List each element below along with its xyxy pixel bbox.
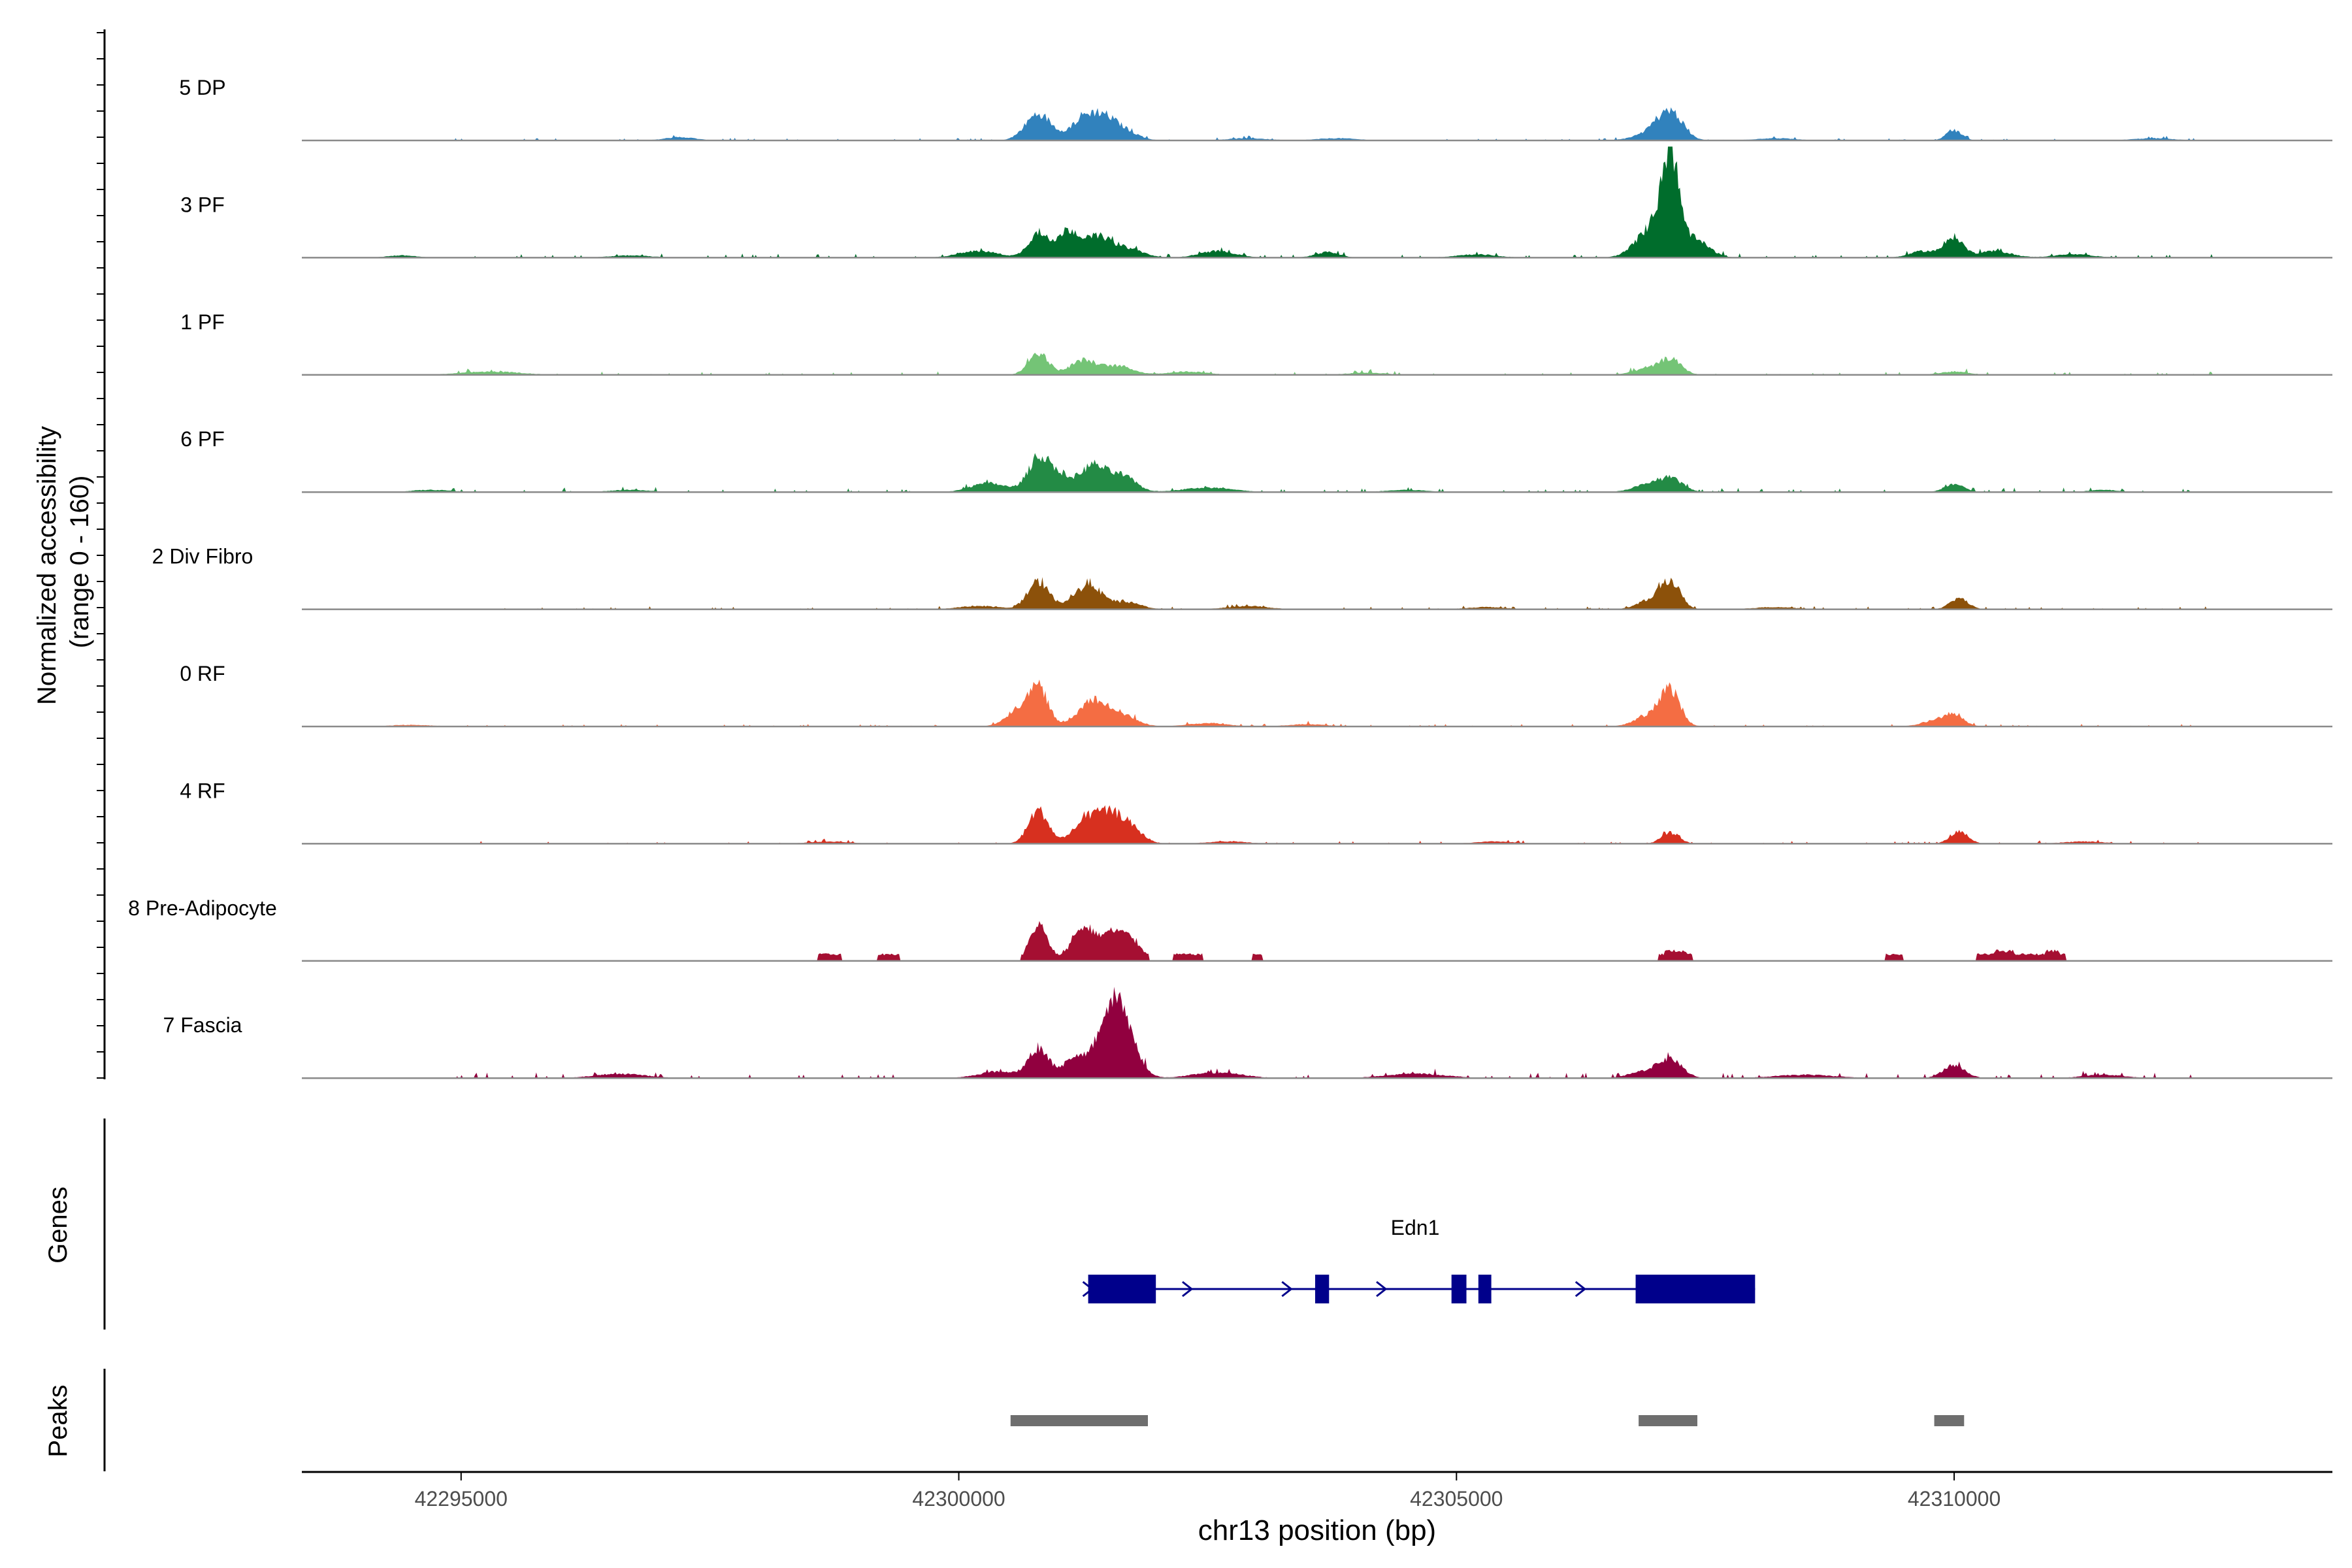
strand-arrow: [1376, 1281, 1388, 1298]
coverage-track: 4 RF: [180, 779, 2332, 845]
coverage-track: 2 Div Fibro: [152, 545, 2332, 610]
gene-name-label: Edn1: [1391, 1216, 1440, 1239]
gene-model: Edn1: [1082, 1216, 1756, 1303]
coverage-track: 6 PF: [180, 427, 2332, 493]
x-tick-label: 42305000: [1410, 1487, 1503, 1511]
coverage-area: [302, 987, 2332, 1079]
x-tick-label: 42310000: [1908, 1487, 2001, 1511]
peak-region: [1934, 1415, 1965, 1426]
gene-exon: [1635, 1275, 1756, 1303]
x-tick-label: 42295000: [415, 1487, 508, 1511]
track-label: 4 RF: [180, 779, 225, 802]
coverage-area: [302, 453, 2332, 493]
x-ticks: 42295000 42300000 42305000 42310000: [415, 1472, 2001, 1511]
coverage-track: 5 DP: [179, 76, 2332, 142]
y-label-line2: (range 0 - 160): [65, 476, 94, 649]
gene-exon: [1451, 1275, 1467, 1303]
peaks-track-label: Peaks: [44, 1384, 73, 1457]
track-label: 5 DP: [179, 76, 225, 99]
track-label: 2 Div Fibro: [152, 545, 253, 568]
coverage-track: 3 PF: [180, 146, 2332, 259]
gene-exon: [1088, 1275, 1156, 1303]
x-tick-label: 42300000: [912, 1487, 1005, 1511]
strand-arrow: [1182, 1281, 1194, 1298]
genes-track-label: Genes: [44, 1186, 73, 1264]
peak-regions: [1010, 1415, 1965, 1426]
peak-region: [1010, 1415, 1148, 1426]
strand-arrow: [1575, 1281, 1587, 1298]
track-label: 7 Fascia: [163, 1013, 242, 1037]
strand-arrow: [1281, 1281, 1293, 1298]
coverage-area: [302, 146, 2332, 258]
coverage-area: [302, 352, 2332, 375]
coverage-track: 1 PF: [180, 310, 2332, 376]
x-axis-label: chr13 position (bp): [1198, 1514, 1436, 1546]
coverage-area: [302, 921, 2332, 961]
coverage-track: 8 Pre-Adipocyte: [128, 896, 2332, 962]
track-label: 8 Pre-Adipocyte: [128, 896, 277, 920]
y-label-line1: Normalized accessibility: [33, 426, 61, 705]
coverage-area: [302, 107, 2332, 140]
coverage-y-ticks: [97, 32, 105, 1079]
coverage-area: [302, 577, 2332, 610]
gene-exon: [1478, 1275, 1492, 1303]
gene-exon: [1315, 1275, 1330, 1303]
track-label: 0 RF: [180, 662, 225, 685]
peak-region: [1639, 1415, 1697, 1426]
coverage-track: 7 Fascia: [163, 987, 2332, 1079]
coverage-area: [302, 679, 2332, 727]
coverage-tracks: 5 DP 3 PF 1 PF 6 PF 2 Div Fibro 0 RF 4 RF 8 Pre…: [128, 76, 2332, 1079]
track-label: 1 PF: [180, 310, 225, 334]
track-label: 6 PF: [180, 427, 225, 451]
track-label: 3 PF: [180, 193, 225, 216]
coverage-area: [302, 805, 2332, 844]
coverage-y-label: Normalized accessibility (range 0 - 160): [33, 419, 94, 705]
coverage-track: 0 RF: [180, 662, 2332, 728]
